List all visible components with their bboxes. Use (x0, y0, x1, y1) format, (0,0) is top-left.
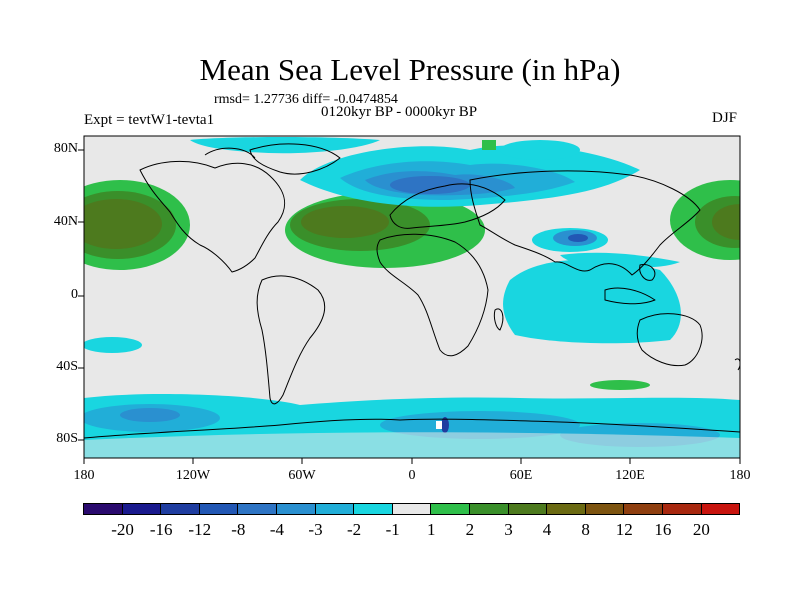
south-america-coast (256, 275, 326, 405)
arctic-low-core (390, 176, 470, 194)
indonesia-coast (604, 287, 656, 305)
africa-coast (376, 233, 489, 357)
arctic-islands-coast (204, 147, 256, 159)
lat-label-40n: 40N (53, 214, 78, 229)
antarctica-coast (84, 418, 740, 439)
lat-label-40s: 40S (56, 359, 78, 374)
colorbar-cell (700, 503, 741, 515)
siberia-low (500, 140, 580, 160)
season-label: DJF (712, 110, 738, 126)
colorbar-label: -1 (385, 520, 400, 539)
lon-label-60e: 60E (509, 468, 533, 483)
colorbar-label: -2 (347, 520, 362, 539)
southern-ocean-core-west (120, 408, 180, 422)
colorbar-label: -16 (149, 520, 173, 539)
greenland-coast (249, 143, 341, 175)
southern-ocean-mid-east (380, 411, 580, 439)
lon-label-0: 0 (408, 468, 416, 483)
colorbar-cell (353, 503, 393, 515)
india-low (560, 252, 680, 268)
europe-coast (389, 183, 506, 229)
colorbar-cell (430, 503, 470, 515)
colorbar-cell (275, 503, 316, 515)
colorbar-cell (584, 503, 625, 515)
colorbar-cell (661, 503, 702, 515)
colorbar-cell (391, 503, 432, 515)
pacific-high-west-core (712, 204, 740, 240)
colorbar-label: -4 (269, 520, 285, 539)
antarctic-positive-spot (436, 421, 442, 429)
lat-label-0: 0 (71, 287, 78, 302)
atlantic-high-core (301, 206, 389, 238)
colorbar-label: 4 (542, 520, 552, 539)
colorbar-label: -20 (111, 520, 134, 539)
coastlines (84, 143, 740, 439)
lat-label-80s: 80S (56, 431, 78, 446)
colorbar-cell (237, 503, 277, 515)
colorbar-label: -12 (188, 520, 212, 539)
stats-label: rmsd= 1.27736 diff= -0.0474854 (214, 92, 398, 107)
colorbar-label: 16 (654, 520, 672, 539)
taiwan-philippines-coast (639, 263, 656, 281)
colorbar-cell (198, 503, 239, 515)
south-pacific-low (84, 337, 142, 353)
colorbar-label: 12 (615, 520, 633, 539)
colorbar-cell (314, 503, 355, 515)
lon-label-60w: 60W (288, 468, 316, 483)
lat-label-80n: 80N (53, 141, 78, 156)
asia-coast (469, 170, 701, 276)
colorbar-cell (160, 503, 200, 515)
lon-label-120w: 120W (175, 468, 211, 483)
colorbar-cell (121, 503, 162, 515)
lon-label-180w: 180 (73, 468, 95, 483)
colorbar-label: 20 (692, 520, 710, 539)
period-label: 0120kyr BP - 0000kyr BP (321, 104, 478, 120)
pressure-anomaly-field (84, 137, 740, 458)
colorbar-cell (507, 503, 548, 515)
pacific-high-east-core (84, 199, 162, 249)
colorbar-cell (623, 503, 663, 515)
colorbar-cell (83, 503, 123, 515)
colorbar-label: 3 (504, 520, 513, 539)
colorbar-label: 1 (427, 520, 436, 539)
indian-ocean-low (503, 259, 681, 344)
madagascar-coast (493, 308, 504, 331)
colorbar-label: -8 (231, 520, 246, 539)
antarctic-interior (84, 432, 740, 458)
colorbar-label: -3 (308, 520, 323, 539)
arctic-positive-patch (482, 140, 496, 150)
colorbar-label: 8 (581, 520, 590, 539)
experiment-label: Expt = tevtW1-tevta1 (84, 112, 215, 128)
map-title: Mean Sea Level Pressure (in hPa) (199, 52, 621, 87)
antarctic-low-core (441, 417, 449, 433)
colorbar-cell (546, 503, 586, 515)
north-america-coast (139, 160, 286, 273)
asian-low-core (568, 234, 588, 242)
lon-label-120e: 120E (615, 468, 645, 483)
australia-coast (636, 313, 703, 367)
colorbar (83, 503, 741, 515)
colorbar-cell (468, 503, 509, 515)
lon-label-180e: 180 (729, 468, 751, 483)
axis-ticks (78, 149, 741, 464)
southern-positive-band (590, 380, 650, 390)
colorbar-label: 2 (465, 520, 475, 539)
